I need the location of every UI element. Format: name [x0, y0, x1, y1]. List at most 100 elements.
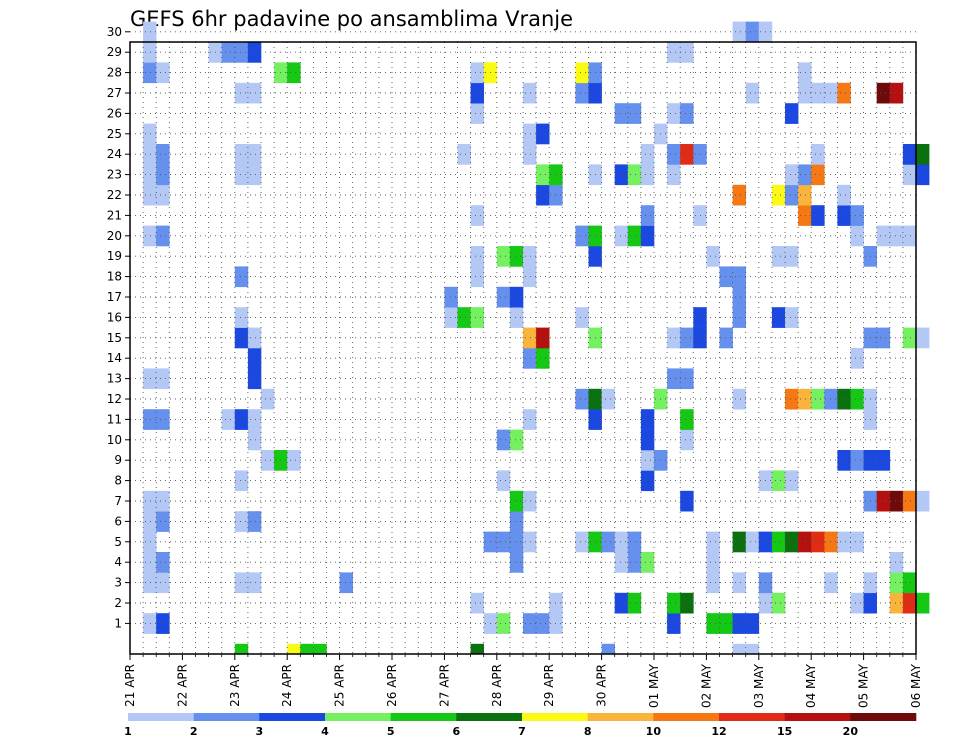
x-tick-label: 25 APR — [333, 664, 347, 707]
y-tick-label: 11 — [107, 412, 122, 426]
heatmap-cell — [523, 490, 537, 512]
heatmap-cell — [680, 592, 694, 614]
heatmap-cell — [902, 144, 917, 165]
heatmap-cell — [667, 613, 681, 634]
heatmap-cell — [156, 368, 170, 390]
heatmap-cell — [850, 225, 864, 247]
heatmap-cell — [234, 82, 249, 104]
heatmap-cell — [247, 409, 262, 430]
heatmap-cell — [470, 266, 484, 288]
heatmap-cell — [234, 42, 249, 63]
heatmap-cell — [916, 592, 930, 614]
heatmap-cell — [771, 184, 786, 206]
y-tick-label: 15 — [107, 331, 122, 345]
y-tick-label: 9 — [114, 453, 122, 467]
heatmap-cell — [640, 552, 655, 573]
heatmap-cell — [156, 613, 170, 634]
heatmap-cell — [234, 144, 249, 165]
colorbar-swatch — [390, 713, 457, 721]
heatmap-cell — [156, 225, 170, 247]
heatmap-cell — [771, 307, 786, 328]
heatmap-cell — [509, 490, 524, 512]
heatmap-cell — [470, 62, 484, 84]
heatmap-cell — [680, 103, 694, 124]
heatmap-cell — [785, 164, 799, 186]
heatmap-cell — [876, 82, 891, 104]
heatmap-cell — [667, 327, 681, 349]
heatmap-cell — [902, 572, 917, 594]
heatmap-cell — [536, 184, 550, 206]
x-tick-label: 22 APR — [175, 664, 189, 707]
heatmap-cell — [667, 592, 681, 614]
y-tick-label: 12 — [107, 392, 122, 406]
heatmap-cell — [143, 511, 157, 532]
colorbar-swatch — [850, 713, 917, 721]
heatmap-cell — [719, 266, 733, 288]
heatmap-cell — [902, 164, 917, 186]
heatmap-cell — [850, 388, 864, 410]
heatmap-cell — [771, 246, 786, 267]
heatmap-cell — [457, 307, 471, 328]
y-tick-label: 20 — [107, 229, 122, 243]
heatmap-cell — [785, 388, 799, 410]
heatmap-cell — [798, 205, 812, 226]
heatmap-cell — [889, 490, 904, 512]
y-tick-label: 10 — [107, 433, 122, 447]
heatmap-cell — [811, 82, 825, 104]
heatmap-cell — [234, 409, 249, 430]
heatmap-cell — [287, 450, 301, 471]
y-tick-label: 27 — [107, 86, 122, 100]
colorbar-label: 7 — [518, 725, 526, 738]
heatmap-cell — [889, 225, 904, 247]
heatmap-cell — [470, 82, 484, 104]
heatmap-cell — [496, 470, 511, 492]
y-tick-label: 16 — [107, 310, 122, 324]
y-tick-label: 13 — [107, 372, 122, 386]
heatmap-cell — [798, 82, 812, 104]
heatmap-cell — [143, 552, 157, 573]
colorbar-swatch — [784, 713, 851, 721]
heatmap-cell — [706, 531, 720, 553]
colorbar-label: 2 — [190, 725, 198, 738]
heatmap-cell — [680, 429, 694, 451]
heatmap-cell — [798, 184, 812, 206]
colorbar-swatch — [456, 713, 523, 721]
heatmap-cell — [732, 572, 746, 594]
heatmap-cell — [143, 490, 157, 512]
heatmap-cell — [470, 592, 484, 614]
heatmap-cell — [640, 470, 655, 492]
heatmap-cell — [889, 82, 904, 104]
y-tick-label: 3 — [114, 576, 122, 590]
heatmap-cell — [143, 42, 157, 63]
heatmap-cell — [811, 205, 825, 226]
x-tick-label: 28 APR — [490, 664, 504, 707]
heatmap-cell — [523, 123, 537, 145]
heatmap-cell — [876, 327, 891, 349]
heatmap-cell — [444, 286, 458, 308]
y-tick-label: 28 — [107, 66, 122, 80]
x-tick-label: 29 APR — [542, 664, 556, 707]
heatmap-cell — [837, 531, 851, 553]
colorbar: 1 2 3 4 5 6 7 8 10 12 15 20 — [124, 713, 917, 738]
heatmap-cell — [706, 552, 720, 573]
y-tick-label: 29 — [107, 45, 122, 59]
y-tick-label: 14 — [107, 351, 122, 365]
heatmap-cell — [627, 103, 642, 124]
heatmap-cell — [614, 103, 629, 124]
heatmap-cell — [234, 327, 249, 349]
heatmap-cell — [902, 592, 917, 614]
heatmap-cell — [680, 409, 694, 430]
heatmap-cell — [785, 184, 799, 206]
heatmap-cell — [601, 388, 615, 410]
heatmap-cell — [680, 144, 694, 165]
heatmap-cell — [300, 643, 314, 655]
heatmap-cell — [627, 164, 642, 186]
heatmap-cell — [876, 450, 891, 471]
heatmap-cell — [837, 388, 851, 410]
heatmap-cell — [627, 552, 642, 573]
heatmap-cell — [261, 388, 275, 410]
heatmap-cell — [247, 144, 262, 165]
heatmap-cell — [889, 592, 904, 614]
heatmap-cell — [732, 21, 746, 43]
y-tick-label: 5 — [114, 535, 122, 549]
